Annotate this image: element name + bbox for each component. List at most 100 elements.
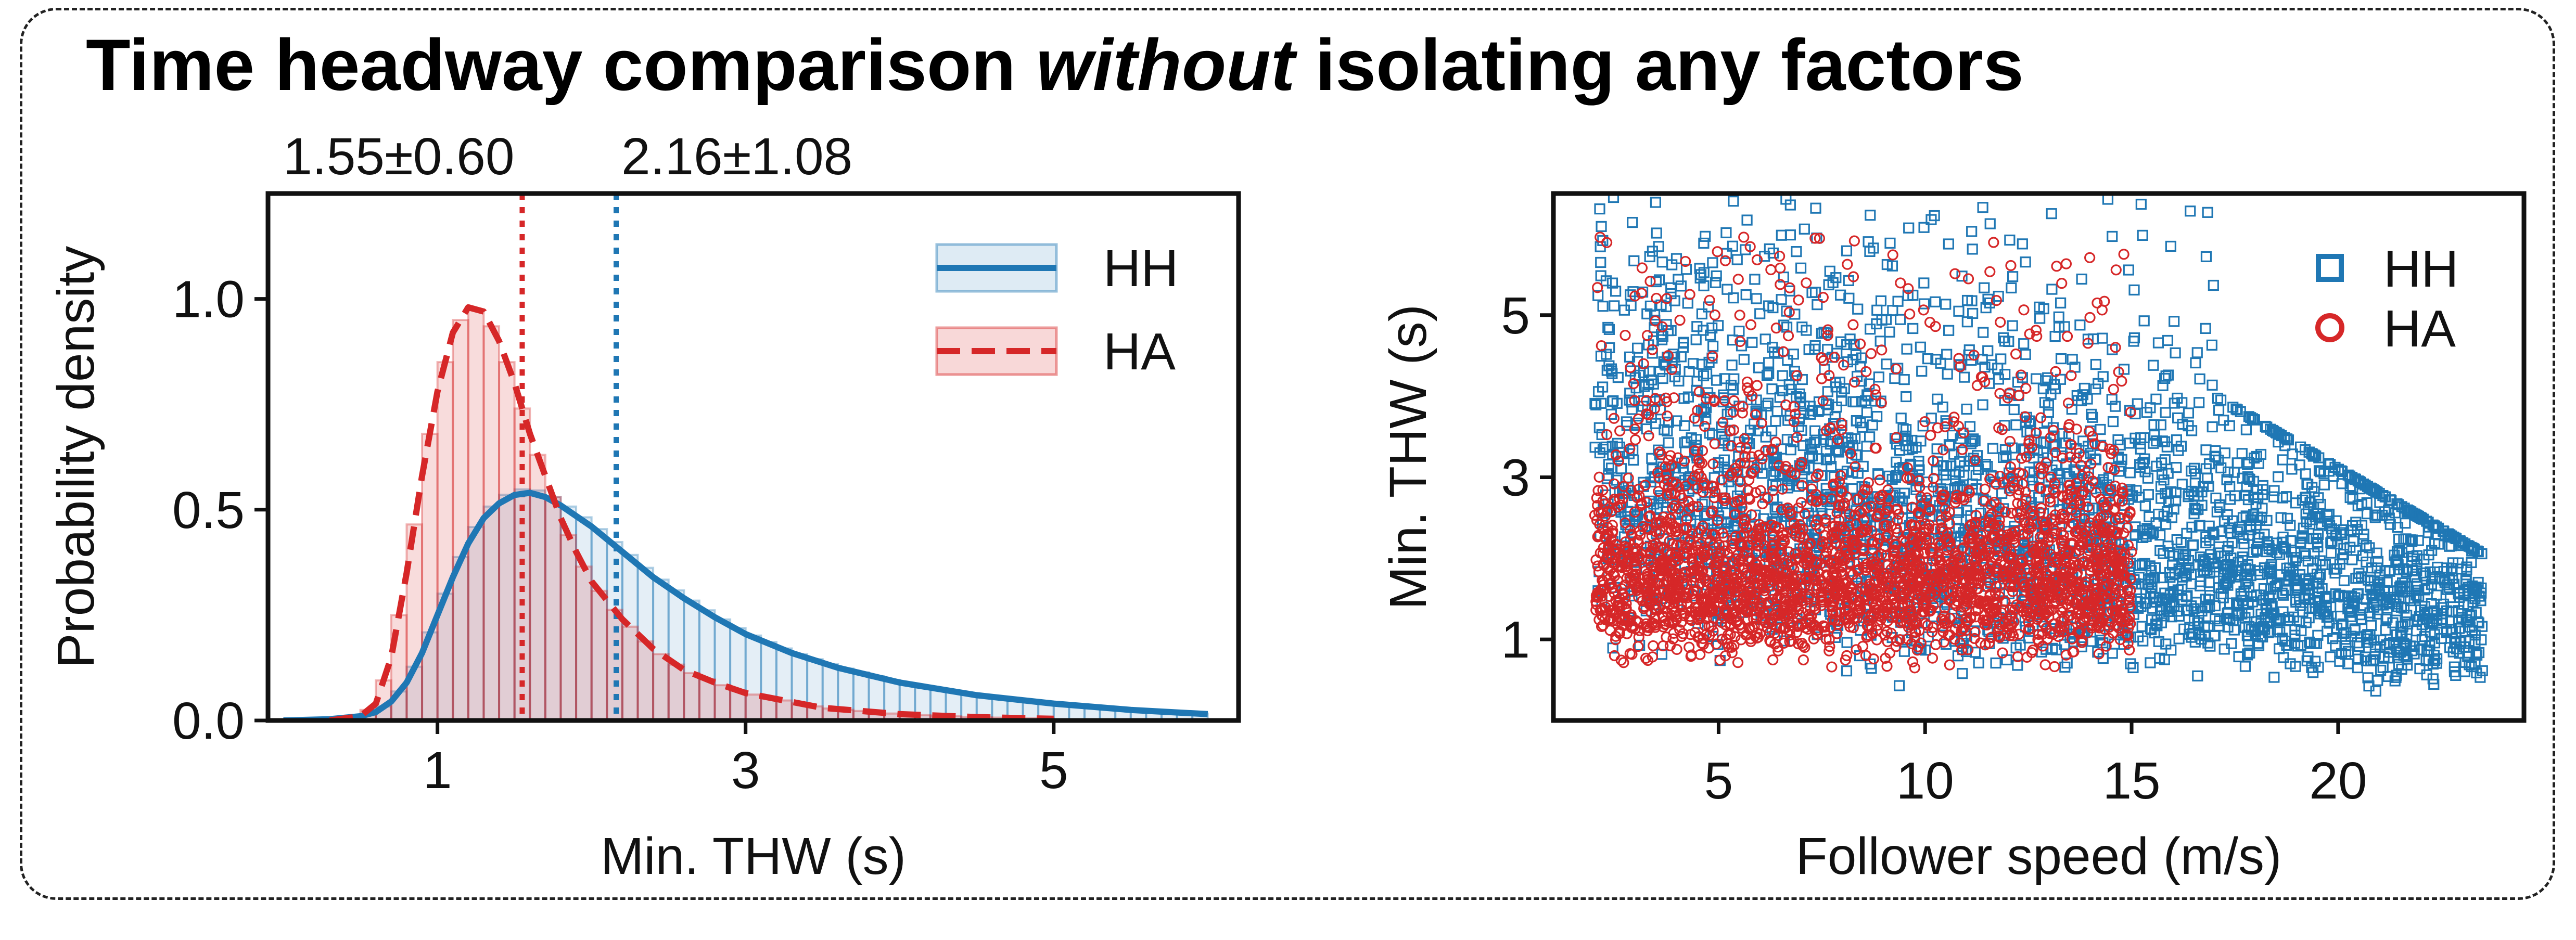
- scatter-point-HH: [1601, 365, 1613, 376]
- scatter-point-HH: [1691, 376, 1703, 387]
- scatter-point-HH: [2270, 427, 2281, 438]
- hist-bar-HH: [498, 494, 516, 720]
- scatter-point-HH: [1979, 362, 1991, 373]
- scatter-point-HH: [1907, 443, 1918, 454]
- scatter-point-HA: [1735, 442, 1746, 454]
- scatter-point-HA: [1732, 657, 1744, 668]
- scatter-point-HH: [2344, 470, 2356, 482]
- scatter-point-HH: [2290, 580, 2301, 591]
- scatter-point-HH: [1631, 342, 1643, 354]
- scatter-point-HH: [1726, 359, 1738, 371]
- scatter-point-HH: [1969, 647, 1981, 658]
- scatter-point-HH: [2200, 537, 2212, 549]
- scatter-point-HA: [1956, 644, 1968, 655]
- scatter-point-HH: [2123, 264, 2134, 276]
- scatter-point-HH: [2253, 532, 2265, 543]
- scatter-point-HA: [1826, 661, 1838, 673]
- scatter-point-HH: [2268, 672, 2280, 683]
- scatter-point-HH: [2414, 611, 2425, 622]
- scatter-point-HH: [2045, 389, 2057, 400]
- scatter-point-HH: [2230, 403, 2242, 415]
- scatter-point-HH: [2160, 638, 2172, 650]
- scatter-point-HH: [1643, 379, 1654, 391]
- scatter-point-HA: [1801, 277, 1812, 289]
- scatter-point-HH: [2186, 521, 2198, 533]
- scatter-point-HH: [2150, 517, 2162, 529]
- scatter-point-HH: [2107, 230, 2118, 242]
- scatter-point-HH: [1977, 202, 1988, 213]
- scatter-point-HH: [2173, 445, 2184, 456]
- scatter-point-HA: [2100, 640, 2112, 652]
- scatter-point-HH: [1763, 357, 1775, 368]
- scatter-point-HH: [1973, 657, 1984, 668]
- scatter-point-HH: [2372, 556, 2384, 567]
- scatter-point-HH: [2202, 620, 2214, 632]
- scatter-point-HH: [2059, 321, 2070, 332]
- scatter-point-HH: [1590, 399, 1602, 410]
- scatter-point-HH: [2239, 661, 2251, 672]
- scatter-point-HH: [1657, 372, 1668, 384]
- legend-label-HH: HH: [1103, 239, 1178, 298]
- scatter-point-HH: [2150, 393, 2162, 405]
- scatter-point-HH: [1871, 304, 1883, 316]
- scatter-point-HA: [1774, 250, 1786, 262]
- scatter-point-HH: [1589, 397, 1601, 409]
- scatter-point-HH: [2166, 611, 2177, 623]
- y-tick-label: 0.5: [172, 481, 245, 539]
- scatter-point-HH: [2139, 453, 2150, 465]
- scatter-point-HH: [2306, 514, 2318, 525]
- scatter-point-HA: [1661, 293, 1673, 304]
- scatter-point-HA: [1991, 295, 2002, 306]
- scatter-point-HH: [2295, 536, 2306, 548]
- scatter-point-HH: [1596, 221, 1607, 233]
- scatter-point-HH: [2180, 564, 2192, 575]
- scatter-point-HH: [2446, 606, 2458, 617]
- scatter-point-HH: [2236, 608, 2248, 620]
- scatter-point-HH: [1791, 246, 1802, 257]
- scatter-point-HH: [1612, 371, 1624, 383]
- scatter-point-HH: [1901, 424, 1912, 435]
- scatter-point-HH: [2145, 657, 2156, 668]
- scatter-point-HH: [1721, 408, 1733, 420]
- scatter-point-HA: [1797, 654, 1809, 666]
- scatter-point-HA: [1870, 442, 1882, 454]
- scatter-point-HH: [1806, 444, 1817, 455]
- scatter-point-HH: [1987, 443, 1998, 454]
- scatter-point-HH: [2214, 499, 2225, 511]
- scatter-point-HH: [1597, 301, 1609, 312]
- scatter-point-HH: [2245, 412, 2256, 423]
- scatter-point-HH: [1948, 448, 1960, 460]
- scatter-point-HA: [1749, 463, 1761, 475]
- hist-bar-HA: [405, 523, 424, 720]
- scatter-point-HH: [1705, 329, 1716, 341]
- scatter-point-HA: [1907, 656, 1919, 667]
- scatter-point-HH: [2469, 659, 2481, 670]
- scatter-point-HA: [2050, 447, 2061, 458]
- scatter-point-HH: [1766, 425, 1778, 436]
- scatter-point-HA: [1911, 645, 1923, 656]
- scatter-point-HA: [1969, 455, 1981, 466]
- scatter-point-HH: [2146, 565, 2157, 576]
- scatter-point-HH: [1621, 416, 1633, 428]
- scatter-point-HH: [1595, 256, 1606, 268]
- scatter-point-HH: [2235, 524, 2247, 535]
- scatter-point-HA: [1626, 649, 1638, 660]
- scatter-point-HH: [1834, 289, 1846, 301]
- scatter-point-HH: [1751, 293, 1762, 304]
- scatter-point-HH: [2160, 488, 2171, 499]
- scatter-point-HH: [2318, 606, 2329, 617]
- scatter-point-HH: [1606, 277, 1618, 289]
- scatter-point-HA: [1868, 653, 1879, 665]
- scatter-point-HH: [1822, 344, 1833, 355]
- scatter-point-HH: [1713, 320, 1724, 331]
- scatter-point-HH: [2215, 394, 2227, 406]
- scatter-point-HA: [1693, 527, 1704, 539]
- scatter-point-HH: [1852, 468, 1864, 479]
- scatter-point-HH: [2237, 555, 2248, 566]
- scatter-point-HA: [2075, 598, 2087, 610]
- scatter-point-HH: [2208, 279, 2219, 291]
- scatter-point-HA: [1633, 413, 1644, 425]
- scatter-point-HH: [2300, 550, 2311, 562]
- scatter-point-HH: [2000, 450, 2012, 462]
- scatter-point-HH: [2102, 194, 2114, 205]
